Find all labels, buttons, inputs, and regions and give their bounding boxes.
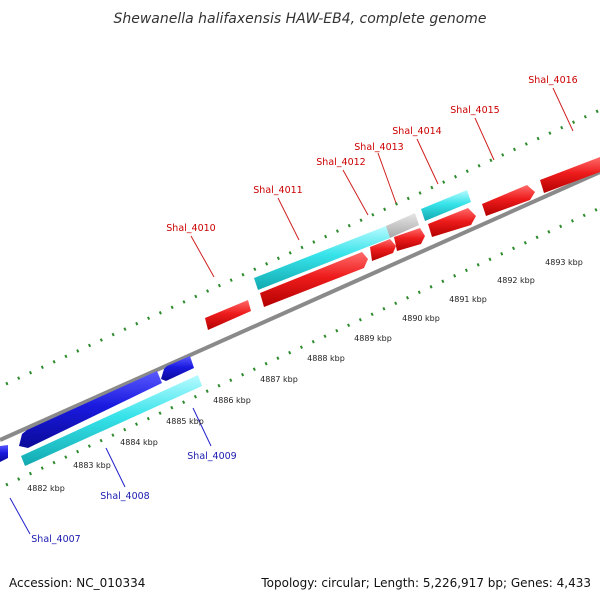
forward-genes [205,157,600,330]
reverse-gene [0,445,8,462]
leader-line-shal-4009 [192,407,212,447]
scale-labels: 4882 kbp 4883 kbp 4884 kbp 4885 kbp 4886… [27,258,583,493]
forward-gene [260,252,368,307]
reverse-gene [19,371,162,448]
gene-label-shal-4015: Shal_4015 [450,105,499,116]
forward-gene [370,239,396,261]
inner-tick-row [5,206,600,487]
leader-line-shal-4014 [416,138,439,185]
leader-line-shal-4013 [377,152,397,204]
accession-text: Accession: NC_010334 [9,576,145,590]
leader-line-shal-4010 [190,235,215,278]
gene-label-shal-4013: Shal_4013 [354,142,403,153]
genome-summary-text: Topology: circular; Length: 5,226,917 bp… [260,576,591,590]
leader-lines [9,87,574,535]
gene-label-shal-4009: Shal_4009 [187,451,236,462]
scale-label: 4887 kbp [260,375,298,384]
forward-gene-labels: Shal_4010 Shal_4011 Shal_4012 Shal_4013 … [166,75,577,234]
scale-label: 4882 kbp [27,484,65,493]
gene-label-shal-4007: Shal_4007 [31,534,80,545]
forward-gene [540,157,600,193]
scale-label: 4892 kbp [497,276,535,285]
forward-gene [482,185,535,216]
reverse-gene-labels: Shal_4007 Shal_4008 Shal_4009 [31,451,236,545]
scale-label: 4893 kbp [545,258,583,267]
forward-gene [394,228,425,251]
scale-label: 4885 kbp [166,417,204,426]
genome-backbone [0,170,600,442]
forward-gene [428,208,476,237]
leader-line-shal-4012 [342,169,369,216]
leader-line-shal-4007 [9,497,31,535]
forward-gene [205,300,251,330]
other-feature [386,213,419,238]
gene-label-shal-4011: Shal_4011 [253,185,302,196]
gene-label-shal-4014: Shal_4014 [392,126,441,137]
forward-cds [421,190,471,221]
reverse-gene [161,356,194,381]
scale-label: 4889 kbp [354,334,392,343]
gene-label-shal-4010: Shal_4010 [166,223,215,234]
gene-label-shal-4012: Shal_4012 [316,157,365,168]
outer-tick-row [5,108,600,386]
cds-features [21,190,471,466]
leader-line-shal-4008 [105,447,126,488]
gene-label-shal-4016: Shal_4016 [528,75,577,86]
leader-line-shal-4015 [474,117,495,161]
scale-label: 4888 kbp [307,354,345,363]
scale-label: 4886 kbp [213,396,251,405]
map-title: Shewanella halifaxensis HAW-EB4, complet… [113,11,486,27]
gene-label-shal-4008: Shal_4008 [100,491,149,502]
leader-line-shal-4011 [277,197,300,241]
scale-label: 4891 kbp [449,295,487,304]
scale-label: 4890 kbp [402,314,440,323]
leader-line-shal-4016 [552,87,574,132]
reverse-cds [21,375,202,466]
scale-label: 4883 kbp [73,461,111,470]
forward-cds [254,226,390,290]
scale-label: 4884 kbp [120,438,158,447]
reverse-genes [0,356,194,462]
